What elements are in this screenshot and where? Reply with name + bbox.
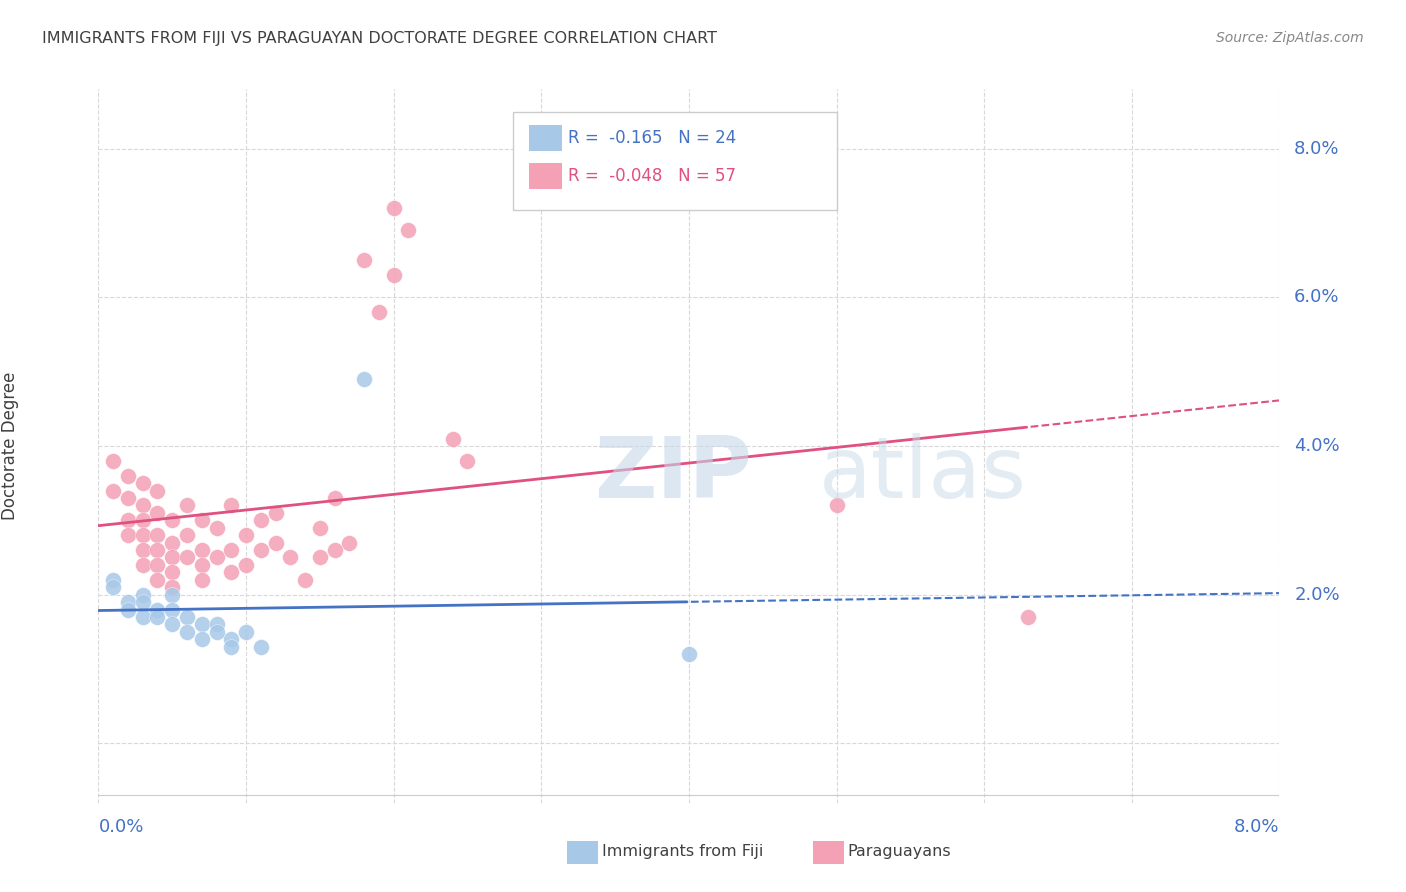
- Text: Immigrants from Fiji: Immigrants from Fiji: [602, 845, 763, 859]
- Point: [146, 506, 169, 520]
- Point: [132, 595, 155, 609]
- Point: [146, 602, 169, 616]
- Point: [264, 535, 287, 549]
- Text: 6.0%: 6.0%: [1294, 288, 1340, 306]
- Point: [219, 543, 242, 558]
- Point: [162, 550, 183, 565]
- Point: [250, 543, 273, 558]
- Point: [146, 543, 169, 558]
- Point: [176, 624, 198, 639]
- Point: [250, 640, 273, 654]
- Point: [191, 558, 214, 572]
- Point: [117, 595, 139, 609]
- Text: atlas: atlas: [818, 433, 1026, 516]
- Text: Doctorate Degree: Doctorate Degree: [1, 372, 18, 520]
- Point: [146, 573, 169, 587]
- Point: [103, 580, 124, 594]
- Text: 0.0%: 0.0%: [98, 818, 143, 836]
- Point: [382, 268, 405, 282]
- Point: [353, 253, 375, 268]
- Point: [278, 550, 301, 565]
- Point: [132, 499, 155, 513]
- Point: [162, 602, 183, 616]
- Text: 8.0%: 8.0%: [1294, 140, 1340, 158]
- Point: [117, 468, 139, 483]
- Point: [132, 558, 155, 572]
- Point: [219, 632, 242, 647]
- Point: [235, 558, 257, 572]
- Point: [264, 506, 287, 520]
- Point: [146, 483, 169, 498]
- Text: Paraguayans: Paraguayans: [848, 845, 952, 859]
- Point: [308, 521, 332, 535]
- Point: [191, 573, 214, 587]
- Text: 8.0%: 8.0%: [1234, 818, 1279, 836]
- Text: 2.0%: 2.0%: [1294, 586, 1340, 604]
- Point: [294, 573, 316, 587]
- Point: [132, 513, 155, 527]
- Point: [323, 543, 346, 558]
- Point: [176, 550, 198, 565]
- Point: [219, 566, 242, 580]
- Point: [103, 483, 124, 498]
- Point: [308, 550, 332, 565]
- Point: [205, 550, 228, 565]
- Point: [367, 305, 389, 319]
- Point: [191, 632, 214, 647]
- Point: [337, 535, 360, 549]
- Point: [162, 513, 183, 527]
- Point: [132, 528, 155, 542]
- Text: R =  -0.165   N = 24: R = -0.165 N = 24: [568, 129, 737, 147]
- Point: [353, 372, 375, 386]
- Text: 4.0%: 4.0%: [1294, 437, 1340, 455]
- Point: [146, 610, 169, 624]
- Point: [205, 521, 228, 535]
- Point: [117, 513, 139, 527]
- Text: R =  -0.048   N = 57: R = -0.048 N = 57: [568, 167, 735, 185]
- Text: IMMIGRANTS FROM FIJI VS PARAGUAYAN DOCTORATE DEGREE CORRELATION CHART: IMMIGRANTS FROM FIJI VS PARAGUAYAN DOCTO…: [42, 31, 717, 46]
- Point: [176, 499, 198, 513]
- Point: [441, 432, 464, 446]
- Point: [162, 588, 183, 602]
- Point: [103, 573, 124, 587]
- Point: [146, 528, 169, 542]
- Point: [191, 617, 214, 632]
- Point: [235, 528, 257, 542]
- Point: [219, 499, 242, 513]
- Point: [191, 543, 214, 558]
- Point: [132, 476, 155, 491]
- Point: [103, 454, 124, 468]
- Point: [162, 535, 183, 549]
- Point: [235, 624, 257, 639]
- Point: [1017, 610, 1039, 624]
- Point: [132, 588, 155, 602]
- Point: [250, 513, 273, 527]
- Point: [162, 566, 183, 580]
- Text: Source: ZipAtlas.com: Source: ZipAtlas.com: [1216, 31, 1364, 45]
- Point: [132, 610, 155, 624]
- Text: ZIP: ZIP: [595, 433, 752, 516]
- Point: [176, 610, 198, 624]
- Point: [117, 491, 139, 505]
- Point: [456, 454, 478, 468]
- Point: [219, 640, 242, 654]
- Point: [382, 201, 405, 215]
- Point: [191, 513, 214, 527]
- Point: [132, 543, 155, 558]
- Point: [323, 491, 346, 505]
- Point: [176, 528, 198, 542]
- Point: [678, 647, 700, 661]
- Point: [162, 617, 183, 632]
- Point: [205, 617, 228, 632]
- Point: [205, 624, 228, 639]
- Point: [117, 528, 139, 542]
- Point: [162, 580, 183, 594]
- Point: [825, 499, 848, 513]
- Point: [396, 223, 419, 237]
- Point: [117, 602, 139, 616]
- Point: [146, 558, 169, 572]
